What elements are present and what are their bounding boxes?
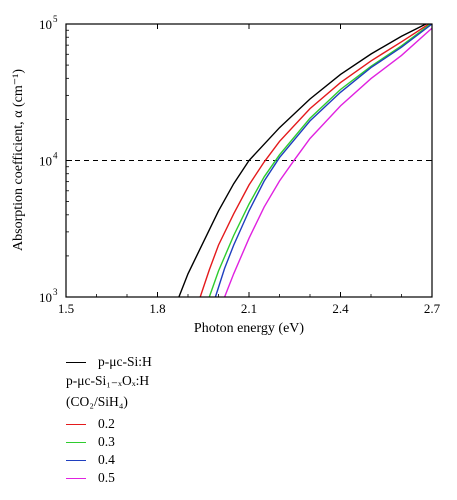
legend-item: 0.2: [66, 414, 115, 434]
series-line-0: [178, 23, 427, 298]
legend-swatch: [66, 477, 86, 479]
y-tick-exponent: 3: [53, 287, 58, 297]
legend-label: 0.3: [98, 434, 115, 449]
x-axis-label: Photon energy (eV): [194, 321, 304, 336]
y-tick-exponent: 4: [53, 151, 58, 161]
y-axis-label: Absorption coefficient, α (cm⁻¹): [11, 69, 26, 251]
x-tick-label: 2.1: [241, 301, 257, 316]
legend-ratio-label: (CO₂/SiH₄): [66, 394, 128, 409]
x-axis-ticks: 1.5 1.8 2.1 2.4 2.7: [58, 24, 441, 316]
legend-swatch: [66, 441, 86, 443]
y-tick-exponent: 5: [53, 14, 58, 24]
legend-item: 0.4: [66, 450, 115, 470]
legend-label-reference: p-μc-Si:H: [98, 354, 152, 369]
y-tick-label: 10: [39, 17, 52, 32]
legend-item: 0.5: [66, 468, 115, 488]
legend-label: 0.4: [98, 452, 115, 467]
plot-area: [66, 23, 433, 298]
legend-item: 0.3: [66, 432, 115, 452]
series-line-3: [214, 23, 433, 298]
series-line-4: [223, 27, 433, 298]
legend-swatch-black: [66, 361, 86, 363]
series-line-2: [208, 23, 431, 298]
x-tick-label: 1.5: [58, 301, 74, 316]
series-line-1: [199, 23, 430, 298]
x-tick-label: 1.8: [149, 301, 165, 316]
y-tick-label: 10: [39, 290, 52, 305]
x-tick-label: 2.7: [424, 301, 441, 316]
legend-label: 0.2: [98, 416, 115, 431]
legend-item-reference: p-μc-Si:H: [66, 352, 152, 372]
y-tick-label: 10: [39, 154, 52, 169]
legend-swatch: [66, 423, 86, 425]
legend-group-label: p-μc-Si₁₋ₓOₓ:H: [66, 373, 150, 388]
legend-label: 0.5: [98, 470, 115, 485]
x-tick-label: 2.4: [332, 301, 349, 316]
legend-swatch: [66, 459, 86, 461]
